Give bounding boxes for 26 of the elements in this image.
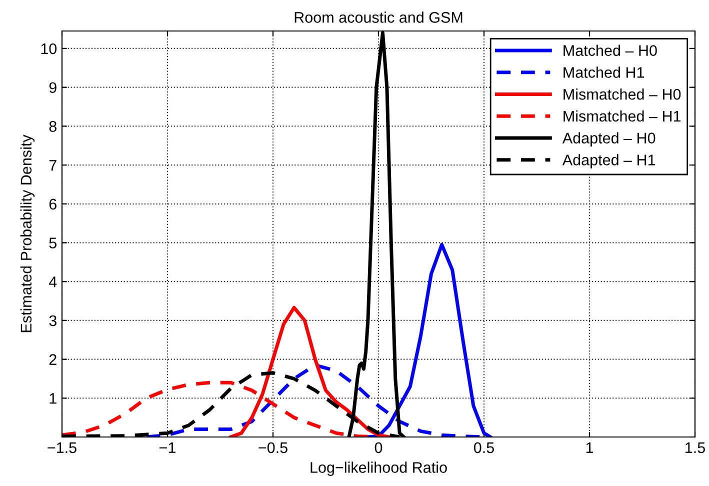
- y-tick-label: 3: [49, 315, 56, 326]
- legend-label: Adapted – H0: [562, 132, 656, 147]
- y-tick-label: 10: [41, 43, 57, 54]
- x-tick-label: −1.5: [48, 442, 76, 454]
- legend-label: Mismatched – H0: [564, 88, 681, 100]
- y-tick-label: 6: [49, 198, 56, 210]
- x-tick-label: 0.5: [474, 442, 494, 454]
- y-tick-label: 8: [49, 121, 56, 132]
- x-tick-label: −1: [160, 442, 176, 453]
- x-tick-label: 1.5: [686, 442, 705, 454]
- y-tick-label: 1: [50, 393, 56, 404]
- y-tick-label: 9: [49, 82, 56, 94]
- x-tick-label: −0.5: [258, 442, 288, 454]
- y-tick-label: 7: [49, 160, 56, 171]
- x-tick-label: 0: [374, 442, 382, 454]
- legend-label: Matched H1: [564, 66, 644, 78]
- y-tick-label: 4: [48, 276, 57, 288]
- y-tick-label: 2: [49, 354, 56, 365]
- legend-label: Mismatched – H1: [564, 110, 681, 122]
- y-tick-label: 5: [49, 238, 56, 248]
- x-tick-label: 1: [586, 442, 594, 453]
- y-axis-title: Estimated Probability Density: [20, 134, 35, 332]
- legend-label: Matched – H0: [564, 44, 657, 56]
- legend-label: Adapted – H1: [562, 154, 656, 168]
- x-axis-title: Log−likelihood Ratio: [310, 462, 447, 476]
- chart-title: Room acoustic and GSM: [294, 12, 462, 23]
